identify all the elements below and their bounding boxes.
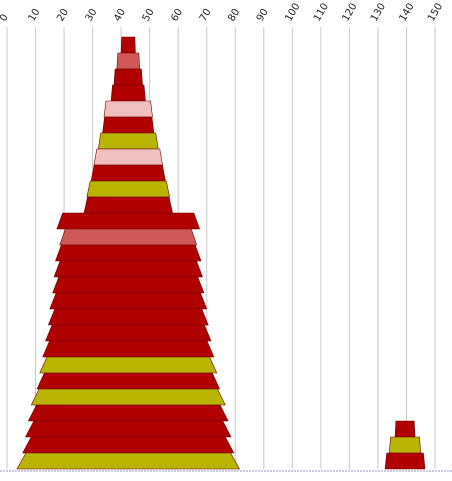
stack-main-layer-2 bbox=[113, 68, 143, 86]
stack-main-layer-13 bbox=[55, 244, 202, 262]
stack-main bbox=[16, 36, 241, 470]
stack-main-layer-18 bbox=[45, 324, 212, 342]
x-tick-label-110: 110 bbox=[312, 1, 331, 23]
stack-main-layer-7 bbox=[93, 148, 163, 166]
stack-small-layer-1 bbox=[388, 436, 422, 454]
stack-small-layer-0 bbox=[394, 420, 416, 438]
x-tick-label-60: 60 bbox=[169, 7, 185, 24]
x-tick-label-100: 100 bbox=[283, 1, 302, 23]
stack-main-layer-23 bbox=[27, 404, 229, 422]
stack-main-layer-14 bbox=[53, 260, 203, 278]
stack-main-layer-19 bbox=[42, 340, 215, 358]
stack-main-layer-6 bbox=[97, 132, 159, 150]
stack-main-layer-24 bbox=[25, 420, 232, 438]
x-tick-label-130: 130 bbox=[369, 1, 388, 23]
stack-main-layer-26 bbox=[16, 452, 241, 470]
stack-main-layer-5 bbox=[102, 116, 155, 134]
x-tick-label-140: 140 bbox=[398, 1, 417, 23]
x-tick-label-80: 80 bbox=[226, 7, 242, 24]
x-tick-labels: 0 10 20 30 40 50 60 70 80 90 100 110 120 130 140 150 bbox=[0, 1, 445, 23]
stack-main-layer-11 bbox=[56, 212, 201, 230]
x-tick-label-70: 70 bbox=[198, 7, 214, 24]
stack-main-layer-3 bbox=[110, 84, 146, 102]
x-tick-label-10: 10 bbox=[27, 7, 43, 24]
stack-main-layer-21 bbox=[36, 372, 221, 390]
stacks bbox=[16, 36, 426, 470]
x-tick-label-50: 50 bbox=[141, 7, 157, 24]
stack-main-layer-4 bbox=[103, 100, 153, 118]
stack-main-layer-17 bbox=[47, 308, 209, 326]
stack-main-layer-9 bbox=[86, 180, 170, 198]
stack-main-layer-16 bbox=[49, 292, 208, 310]
stack-main-layer-8 bbox=[90, 164, 166, 182]
stack-main-layer-0 bbox=[120, 36, 136, 54]
stack-small-layer-2 bbox=[384, 452, 426, 470]
stack-main-layer-25 bbox=[22, 436, 235, 454]
stack-main-layer-15 bbox=[52, 276, 205, 294]
stack-main-layer-1 bbox=[116, 52, 141, 70]
stack-small bbox=[384, 420, 426, 470]
stack-main-layer-20 bbox=[39, 356, 218, 374]
x-tick-label-150: 150 bbox=[426, 1, 445, 23]
x-tick-label-30: 30 bbox=[84, 7, 100, 24]
stack-main-layer-12 bbox=[59, 228, 198, 246]
x-tick-label-90: 90 bbox=[255, 7, 271, 24]
x-tick-label-120: 120 bbox=[340, 1, 359, 23]
stack-main-layer-22 bbox=[30, 388, 226, 406]
stack-main-layer-10 bbox=[83, 196, 173, 214]
x-tick-label-0: 0 bbox=[0, 12, 11, 23]
x-tick-label-20: 20 bbox=[55, 7, 71, 24]
x-tick-label-40: 40 bbox=[112, 7, 128, 24]
